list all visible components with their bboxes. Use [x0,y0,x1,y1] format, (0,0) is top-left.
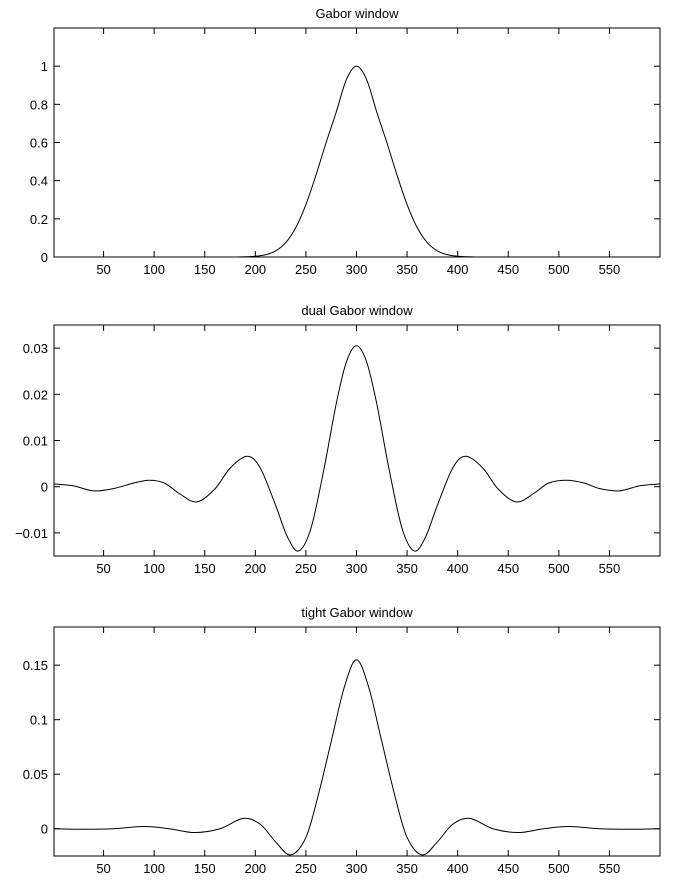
x-tick-label: 300 [346,561,368,576]
plot-frame [53,324,661,557]
x-tick-label: 450 [497,561,519,576]
x-tick-label: 300 [346,861,368,876]
y-tick-label: 0.01 [23,434,48,449]
y-tick-label: 0 [41,822,48,837]
x-tick-label: 50 [96,561,110,576]
y-tick-label: 0 [41,250,48,265]
x-tick-label: 350 [396,861,418,876]
series-line [235,65,478,258]
plot-frame [53,27,661,258]
y-tick-label: 0 [41,480,48,495]
x-tick-label: 200 [244,561,266,576]
x-tick-label: 100 [143,561,165,576]
x-tick-label: 450 [497,262,519,277]
y-tick-label: 0.4 [30,174,48,189]
x-tick-label: 100 [143,262,165,277]
x-tick-label: 200 [244,861,266,876]
x-tick-label: 550 [599,561,621,576]
x-tick-label: 350 [396,561,418,576]
y-tick-label: 0.15 [23,658,48,673]
x-tick-label: 400 [447,262,469,277]
x-tick-label: 550 [599,262,621,277]
x-tick-label: 400 [447,561,469,576]
x-tick-label: 150 [194,262,216,277]
y-tick-label: 0.05 [23,767,48,782]
x-tick-label: 500 [548,561,570,576]
x-tick-label: 100 [143,861,165,876]
chart-title: tight Gabor window [301,605,413,620]
y-tick-label: −0.01 [15,526,48,541]
x-tick-label: 300 [346,262,368,277]
x-tick-label: 50 [96,262,110,277]
chart-3: tight Gabor window 50 100 150 200 250 300 350 40… [23,605,661,876]
y-tick-label: 0.03 [23,341,48,356]
x-tick-label: 450 [497,861,519,876]
x-tick-label: 250 [295,561,317,576]
y-tick-label: 0.1 [30,713,48,728]
x-tick-label: 350 [396,262,418,277]
x-tick-label: 500 [548,262,570,277]
chart-title: Gabor window [315,6,399,21]
x-tick-label: 150 [194,861,216,876]
y-tick-label: 0.02 [23,387,48,402]
y-tick-label: 0.2 [30,212,48,227]
y-tick-label: 1 [41,59,48,74]
y-tick-label: 0.8 [30,97,48,112]
x-tick-label: 500 [548,861,570,876]
y-tick-label: 0.6 [30,136,48,151]
x-tick-label: 200 [244,262,266,277]
x-tick-label: 550 [599,861,621,876]
x-tick-label: 150 [194,561,216,576]
chart-1: Gabor window 50 100 150 200 250 300 350 400 450 50… [30,6,661,277]
x-tick-label: 250 [295,861,317,876]
series-line [53,345,661,552]
series-line [53,659,661,856]
plot-frame [53,626,661,857]
chart-title: dual Gabor window [301,303,413,318]
x-tick-label: 50 [96,861,110,876]
x-tick-label: 400 [447,861,469,876]
x-tick-label: 250 [295,262,317,277]
chart-2: dual Gabor window 50 100 150 200 250 300 350 400… [15,303,661,576]
